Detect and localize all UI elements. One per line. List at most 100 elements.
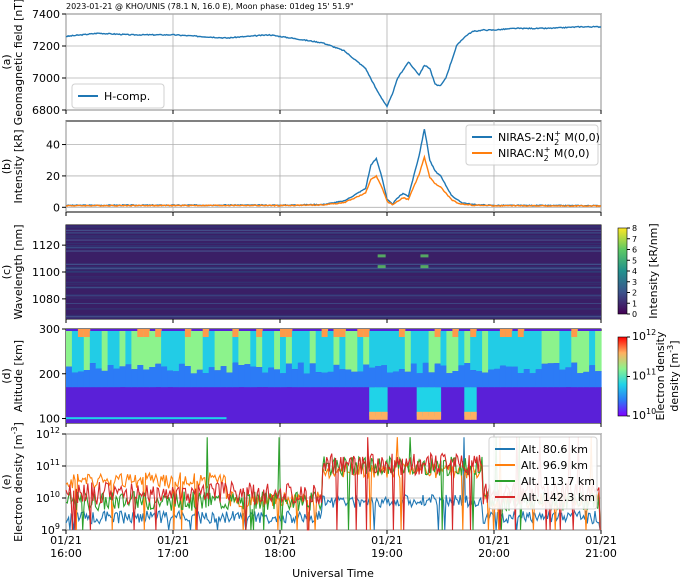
density-mid-band <box>505 366 513 388</box>
density-mid-band <box>577 373 584 388</box>
panel-c-plot <box>66 225 601 319</box>
density-storm-low <box>375 411 382 420</box>
spectrogram-line <box>66 239 601 241</box>
density-mid-band <box>541 363 549 388</box>
colorbar-exponent: 10 <box>646 407 656 416</box>
colorbar-tick-label: 6 <box>632 246 637 255</box>
density-mid-band <box>77 371 85 388</box>
density-high-cell <box>155 329 162 337</box>
density-upper-band <box>321 331 329 373</box>
spectrogram-line <box>66 276 601 278</box>
density-high-cell <box>339 329 346 337</box>
density-high-cell <box>434 329 442 337</box>
density-upper-band <box>339 331 346 370</box>
density-mid-band <box>535 369 543 388</box>
x-tick-label-date: 01/21 <box>157 534 189 547</box>
density-mid-band <box>440 365 447 388</box>
colorbar-unit-bracket: ] <box>668 340 681 344</box>
density-upper-band <box>416 331 424 374</box>
density-storm-low <box>381 411 388 420</box>
density-mid-band <box>589 365 596 388</box>
density-upper-band <box>499 331 507 366</box>
y-tick-exponent: 12 <box>50 426 60 435</box>
density-mid-band <box>392 371 400 388</box>
density-upper-band <box>238 331 245 366</box>
density-upper-band <box>434 331 442 364</box>
spectrogram-line <box>66 247 601 249</box>
density-storm-column <box>375 387 382 417</box>
density-upper-band <box>476 331 483 372</box>
density-upper-band <box>345 331 352 370</box>
density-upper-band <box>137 331 144 365</box>
figure-title: 2023-01-21 @ KHO/UNIS (78.1 N, 16.0 E), … <box>66 2 354 11</box>
y-tick-label: 200 <box>39 368 60 381</box>
density-upper-band <box>392 331 400 372</box>
y-tick-exponent: 9 <box>55 522 60 531</box>
legend-label-rest: M(0,0) <box>550 147 589 160</box>
legend-subscript: 2 <box>554 138 559 147</box>
x-tick-label-time: 16:00 <box>50 547 82 560</box>
legends: H-comp. NIRAS-2:N2+ M(0,0)NIRAC:N2+ M(0,0… <box>71 83 600 510</box>
density-mid-band <box>131 369 138 388</box>
spectrogram-line <box>66 237 601 239</box>
density-upper-band <box>196 331 204 370</box>
axes-ticks: 6800 7000 7200 7400 (a) Geomagnetic field [nT… <box>0 0 617 560</box>
density-mid-band <box>285 363 293 388</box>
spectrogram-line <box>66 317 601 319</box>
density-mid-band <box>268 367 275 388</box>
x-tick-label-time: 20:00 <box>478 547 510 560</box>
density-mid-band <box>583 371 590 388</box>
density-mid-band <box>363 364 370 388</box>
density-upper-band <box>71 331 79 373</box>
colorbar-density <box>617 336 628 417</box>
density-high-cell <box>285 329 293 337</box>
legend-label: NIRAC:N2+ M(0,0) <box>498 145 590 163</box>
density-storm-column <box>369 387 376 417</box>
density-mid-band <box>452 371 459 388</box>
spectrogram-line <box>66 287 601 288</box>
density-upper-band <box>446 331 453 374</box>
panel-b-legend-box <box>465 124 599 166</box>
spectrogram-emission <box>377 254 386 258</box>
density-mid-band <box>499 365 507 388</box>
density-upper-band <box>250 331 257 367</box>
density-upper-band <box>107 331 115 365</box>
density-mid-band <box>226 372 233 388</box>
density-upper-band <box>280 331 287 374</box>
x-tick-label-date: 01/21 <box>264 534 296 547</box>
density-mid-band <box>428 372 436 388</box>
density-upper-band <box>595 331 602 372</box>
density-upper-band <box>422 331 430 363</box>
density-upper-band <box>268 331 275 368</box>
density-mid-band <box>149 367 156 388</box>
density-upper-band <box>262 331 269 373</box>
density-upper-band <box>571 331 578 363</box>
density-high-cell <box>571 329 578 337</box>
density-upper-band <box>220 331 228 367</box>
density-storm-column <box>422 387 430 417</box>
density-upper-band <box>303 331 311 374</box>
x-tick-label-date: 01/21 <box>585 534 617 547</box>
spectrogram-emission <box>420 265 429 269</box>
spectrogram-line <box>66 263 601 265</box>
density-upper-band <box>428 331 436 373</box>
density-upper-band <box>381 331 388 366</box>
legend-label: Alt. 113.7 km <box>521 475 595 488</box>
density-high-cell <box>83 329 91 337</box>
legend-subscript: 2 <box>544 154 549 163</box>
density-upper-band <box>315 331 323 373</box>
density-mid-band <box>547 363 554 388</box>
density-mid-band <box>143 369 150 388</box>
density-high-cell <box>499 329 507 337</box>
density-mid-band <box>238 365 245 388</box>
density-mid-band <box>101 370 109 388</box>
density-upper-band <box>143 331 150 370</box>
legend-label: Alt. 80.6 km <box>521 443 588 456</box>
density-upper-band <box>66 331 73 367</box>
density-storm-column <box>381 387 388 417</box>
density-mid-band <box>83 370 91 388</box>
colorbar-tick-label: 8 <box>632 224 637 233</box>
density-mid-band <box>422 362 430 388</box>
density-low-layer <box>66 417 227 420</box>
density-mid-band <box>381 365 388 388</box>
